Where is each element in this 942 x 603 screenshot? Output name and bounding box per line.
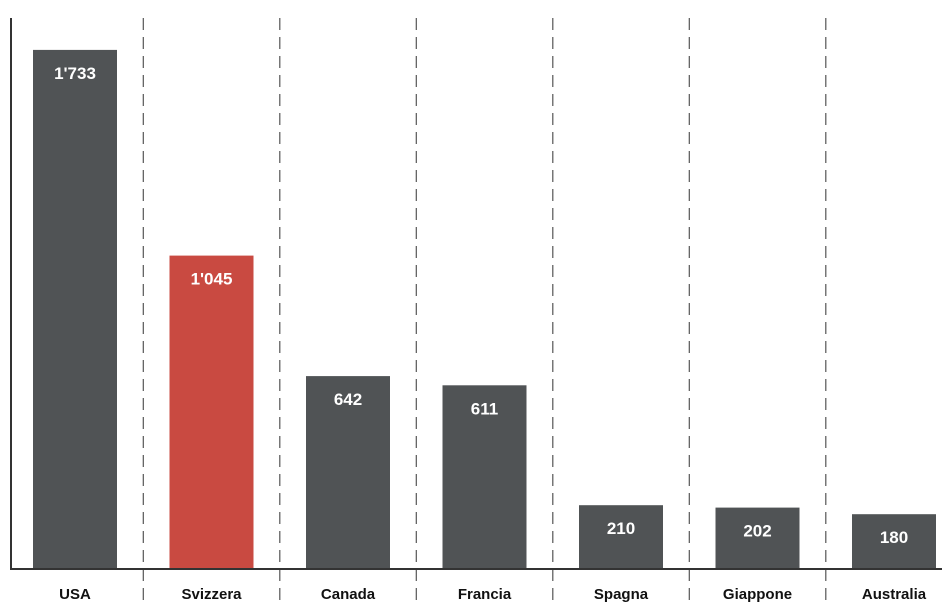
bars	[33, 49, 936, 568]
bar-giappone	[715, 507, 800, 568]
bar-canada	[306, 376, 390, 568]
category-label-svizzera: Svizzera	[181, 586, 242, 603]
bar-francia	[442, 385, 527, 568]
bar-australia	[852, 514, 936, 568]
category-label-spagna: Spagna	[594, 586, 649, 603]
category-label-francia: Francia	[458, 586, 512, 603]
category-label-australia: Australia	[862, 586, 927, 603]
value-label-usa: 1'733	[54, 64, 96, 83]
value-label-francia: 611	[471, 399, 498, 418]
value-label-canada: 642	[334, 390, 362, 409]
value-label-spagna: 210	[607, 519, 635, 538]
value-label-svizzera: 1'045	[191, 270, 233, 289]
bar-spagna	[579, 505, 663, 568]
value-label-giappone: 202	[743, 522, 771, 541]
category-labels: USA Svizzera Canada Francia Spagna Giappone Au…	[59, 586, 927, 603]
category-label-canada: Canada	[321, 586, 376, 603]
category-dividers	[142, 18, 827, 603]
category-label-giappone: Giappone	[723, 586, 792, 603]
bar-usa	[33, 49, 117, 568]
category-label-usa: USA	[59, 586, 91, 603]
value-labels: 1'733 1'045 642 611 210 202 180	[54, 64, 908, 547]
bar-svizzera	[169, 255, 254, 568]
value-label-australia: 180	[880, 528, 908, 547]
